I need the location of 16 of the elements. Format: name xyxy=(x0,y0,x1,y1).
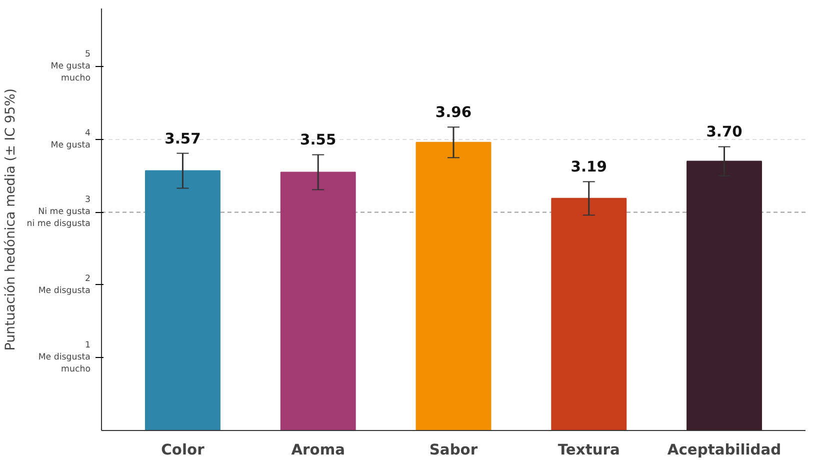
y-tick-label: 3 Ni me gusta ni me disgusta xyxy=(26,195,91,230)
y-tick-label: 4 Me gusta xyxy=(50,128,91,150)
x-tick-label: Aceptabilidad xyxy=(667,442,782,458)
data-label: 3.96 xyxy=(435,104,472,122)
x-tick-label: Color xyxy=(161,442,206,458)
x-tick-label: Textura xyxy=(558,442,620,458)
data-label: 3.57 xyxy=(164,130,201,148)
data-label: 3.55 xyxy=(300,132,336,149)
data-label: 3.19 xyxy=(570,158,607,176)
data-label: 3.70 xyxy=(706,124,742,141)
x-tick-label: Aroma xyxy=(291,442,346,458)
y-tick-label: 5 Me gusta mucho xyxy=(50,50,91,84)
y-tick-label: 2 Me disgusta xyxy=(38,274,91,296)
y-tick-label: 1 Me disgusta mucho xyxy=(38,340,91,375)
x-tick-label: Sabor xyxy=(429,442,478,458)
y-axis-title: Puntuación hedónica media (± IC 95%) xyxy=(4,88,19,351)
